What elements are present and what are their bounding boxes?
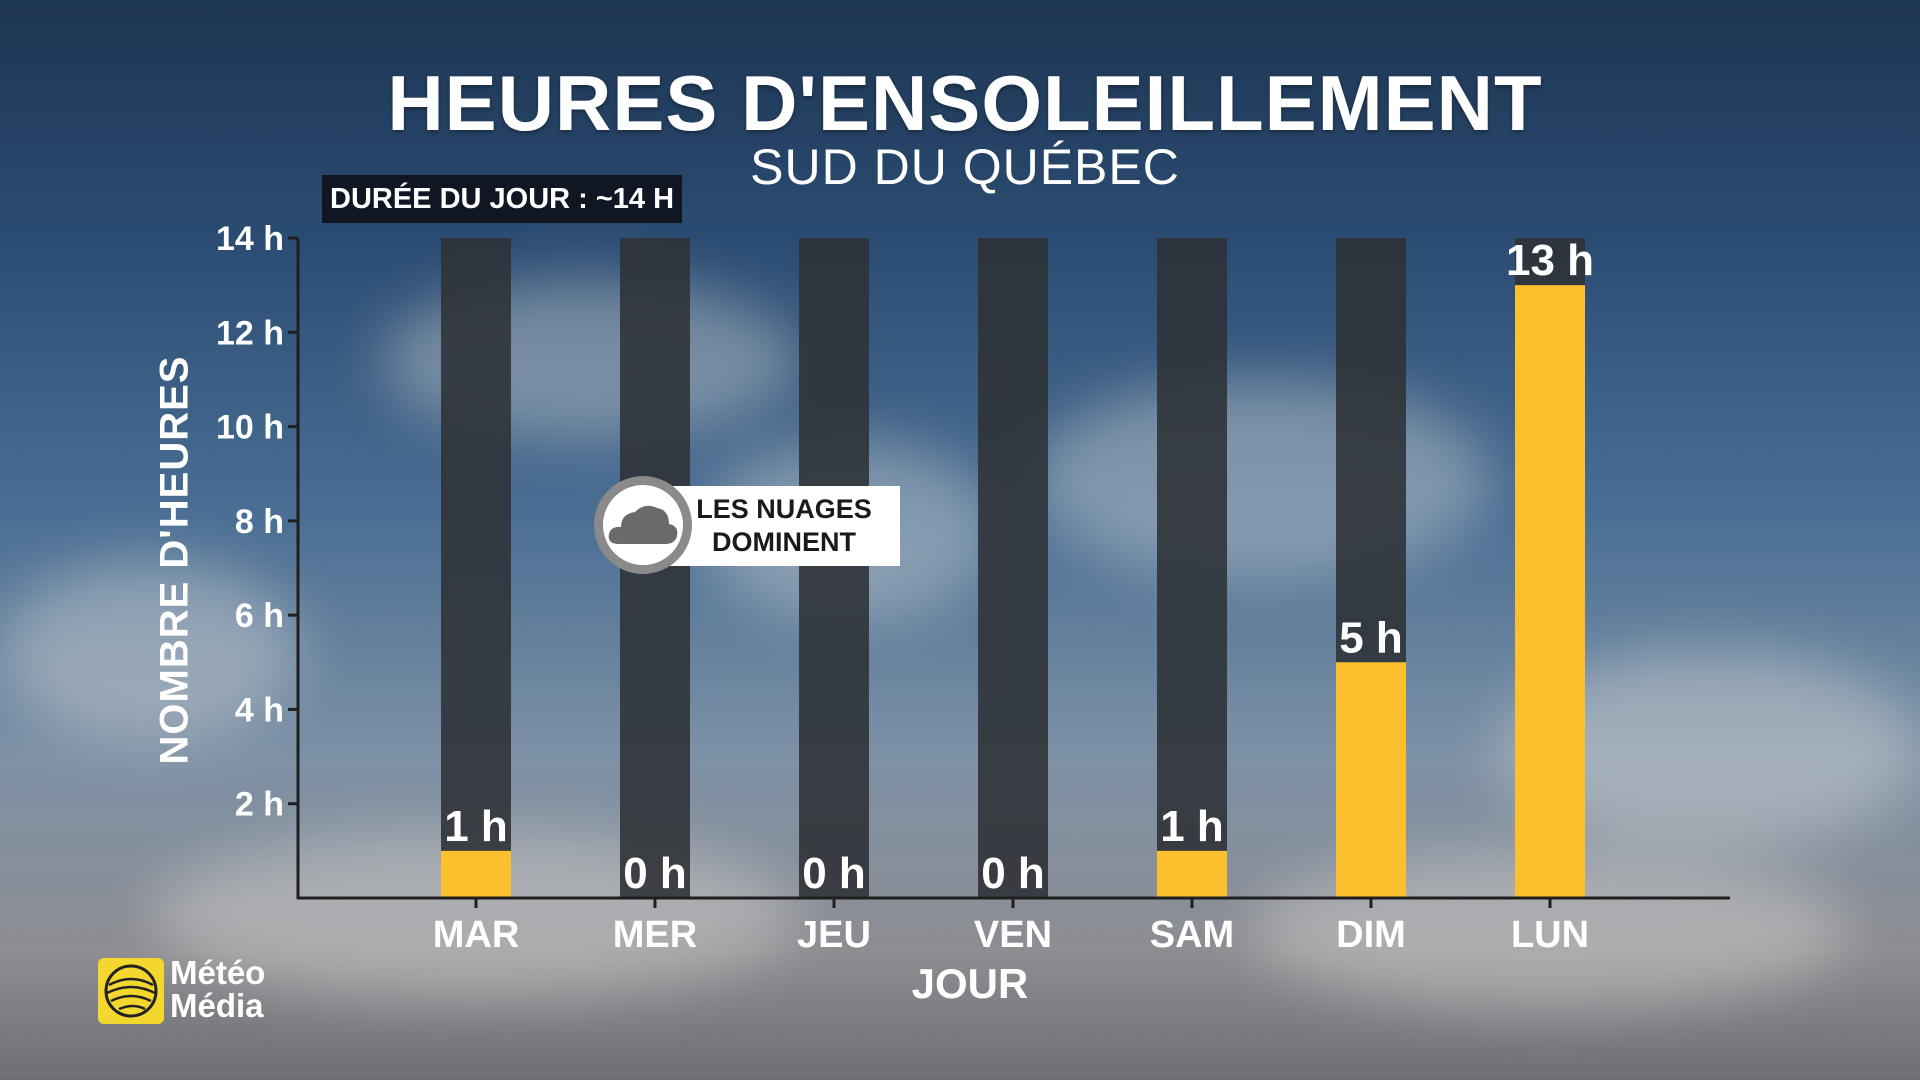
logo-text: Météo Média [170,956,265,1022]
daylight-bar [441,238,511,898]
daylight-bar [1157,238,1227,898]
sunshine-bar [441,850,511,898]
x-tick-label: DIM [1336,914,1406,956]
y-tick-label: 6 h [235,597,284,635]
annotation-circle [594,476,692,574]
chart-subtitle: SUD DU QUÉBEC [750,139,1180,195]
bar-value-label: 1 h [444,802,508,851]
logo-globe-icon [98,958,164,1024]
sunshine-bar [1157,850,1227,898]
background-cloud [1030,380,1490,580]
sunshine-bar [1515,285,1585,899]
x-tick-label: VEN [974,914,1052,956]
x-axis-label: JOUR [911,960,1029,1007]
bar-value-label: 13 h [1506,236,1594,285]
cloud-icon [608,505,678,544]
bar-value-label: 5 h [1339,613,1403,662]
sunshine-bar [1336,662,1406,898]
y-tick-label: 4 h [235,691,284,729]
y-tick-label: 10 h [216,409,284,447]
clouds-annotation: LES NUAGES DOMINENT [594,476,900,574]
x-tick-label: MAR [433,914,520,956]
meteomedia-logo: Météo Média [98,956,278,1026]
background-cloud [0,560,300,740]
y-tick-label: 14 h [216,220,284,258]
y-tick-label: 2 h [235,786,284,824]
annotation-line-2: DOMINENT [712,527,856,557]
y-tick-label: 8 h [235,503,284,541]
x-tick-label: MER [613,914,697,956]
daylight-bar [978,238,1048,898]
bar-value-label: 0 h [981,849,1045,898]
annotation-box: LES NUAGES DOMINENT [644,486,900,566]
chart-title: HEURES D'ENSOLEILLEMENT [387,59,1543,147]
y-tick-label: 12 h [216,314,284,352]
bar-value-label: 0 h [623,849,687,898]
day-length-badge: DURÉE DU JOUR : ~14 H [322,175,683,223]
x-tick-label: SAM [1150,914,1234,956]
x-tick-label: JEU [797,914,871,956]
bar-value-label: 1 h [1160,802,1224,851]
bar-value-label: 0 h [802,849,866,898]
x-tick-label: LUN [1511,914,1589,956]
logo-line-1: Météo [170,954,266,991]
annotation-line-1: LES NUAGES [696,494,872,524]
y-axis-label: NOMBRE D'HEURES [152,355,197,765]
logo-line-2: Média [170,987,264,1024]
annotation-inner [603,485,683,565]
daylight-bar [799,238,869,898]
